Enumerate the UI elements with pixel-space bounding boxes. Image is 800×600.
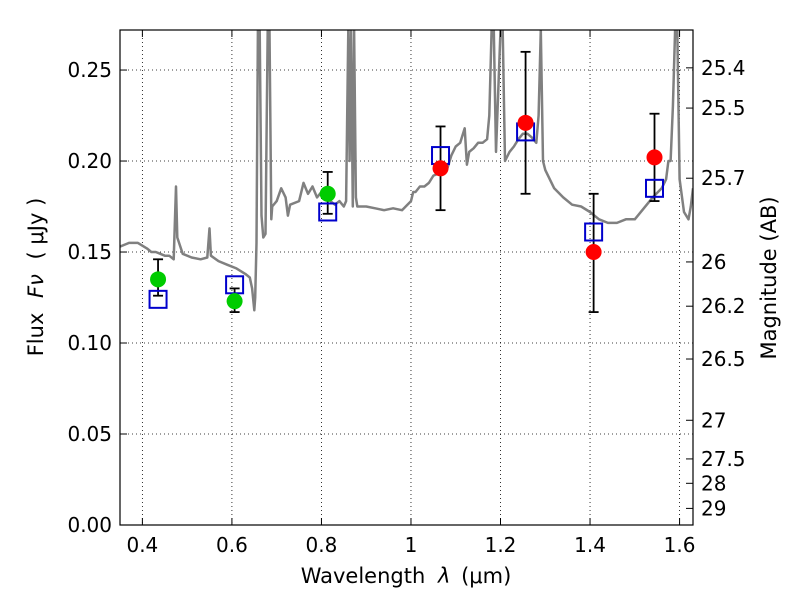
x-tick-label: 1.2	[485, 533, 517, 557]
x-tick-label: 1.6	[664, 533, 696, 557]
plot-area	[120, 30, 693, 313]
observed-point-red	[585, 244, 602, 261]
model-photometry-square	[584, 222, 604, 242]
x-tick-label: 1	[405, 533, 418, 557]
y-tick-label: 0.20	[67, 149, 112, 173]
y-tick-label: 0.05	[67, 422, 112, 446]
grid	[120, 30, 693, 525]
magnitude-tick-label: 28	[701, 471, 726, 495]
observed-point-green	[226, 293, 243, 310]
magnitude-tick-label: 25.4	[701, 56, 746, 80]
magnitude-tick-label: 25.7	[701, 166, 746, 190]
y-tick-label: 0.10	[67, 331, 112, 355]
magnitude-tick-label: 26.5	[701, 347, 746, 371]
magnitude-tick-label: 25.5	[701, 96, 746, 120]
model-photometry-square	[645, 178, 665, 198]
observed-point-red	[432, 160, 449, 177]
observed-point-green	[150, 271, 167, 288]
model-spectrum-line	[120, 30, 693, 312]
y-axis-label: Flux Fν ( μJy )	[24, 198, 48, 357]
observed-point-red	[517, 114, 534, 131]
model-photometry-square	[318, 202, 338, 222]
magnitude-tick-label: 26.2	[701, 294, 746, 318]
x-tick-label: 0.6	[216, 533, 248, 557]
magnitude-tick-label: 26	[701, 250, 726, 274]
magnitude-tick-label: 27.5	[701, 447, 746, 471]
x-axis-label: Wavelength λ (μm)	[301, 564, 512, 588]
model-photometry-square	[148, 289, 168, 309]
y-tick-label: 0.00	[67, 513, 112, 537]
observed-point-green	[319, 185, 336, 202]
y-tick-label: 0.25	[67, 58, 112, 82]
observed-point-red	[646, 149, 663, 166]
x-tick-label: 0.8	[306, 533, 338, 557]
magnitude-tick-label: 27	[701, 408, 726, 432]
magnitude-tick-label: 29	[701, 496, 726, 520]
x-tick-label: 0.4	[126, 533, 158, 557]
y-tick-label: 0.15	[67, 240, 112, 264]
axis-ticks	[120, 30, 693, 526]
x-tick-label: 1.4	[574, 533, 606, 557]
plot-frame	[119, 29, 694, 526]
right-axis-label: Magnitude (AB)	[757, 196, 781, 359]
